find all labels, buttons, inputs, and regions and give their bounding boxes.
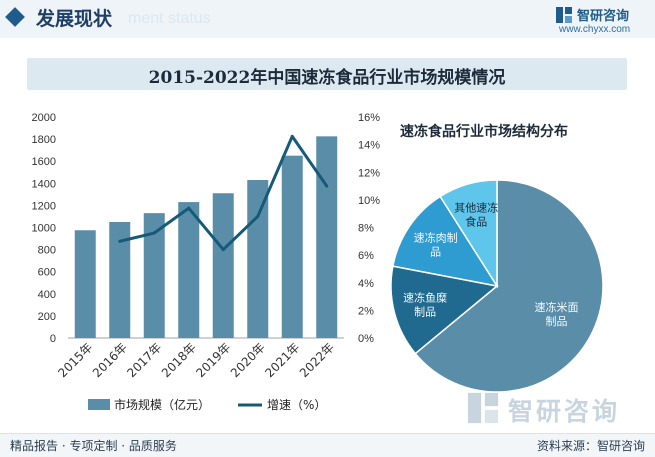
growth-rate-point (152, 231, 156, 235)
y-right-tick-label: 16% (358, 112, 380, 124)
bar-market-size (316, 136, 338, 338)
growth-rate-point (187, 206, 191, 210)
brand-name: 智研咨询 (577, 9, 630, 24)
title-banner: 2015-2022年中国速冻食品行业市场规模情况 (27, 58, 627, 90)
y-left-tick-label: 2000 (32, 112, 56, 124)
growth-rate-point (118, 239, 122, 243)
bar-market-size (247, 179, 269, 338)
section-title: 发展现状 (36, 8, 113, 30)
x-tick-label: 2015年 (55, 340, 95, 380)
legend-line-label: 增速（%） (267, 398, 326, 412)
pie-label-line: 其他速冻 (454, 201, 498, 215)
market-size-combo-chart: 0 200 400 600 800 1000 1200 1400 1600 1800 2000 0% 2… (32, 112, 380, 412)
pie-slice-label: 其他速冻食品 (454, 201, 498, 229)
pie-label-line: 制品 (545, 315, 567, 328)
x-tick-label: 2021年 (262, 340, 302, 380)
y-right-tick-label: 4% (358, 278, 374, 290)
bar-market-size (143, 213, 165, 338)
watermark-logo-icon (467, 392, 499, 424)
header-bar (0, 0, 655, 38)
pie-label-line: 速冻鱼糜 (403, 290, 447, 304)
y-right-tick-label: 6% (358, 250, 374, 262)
x-tick-label: 2022年 (297, 340, 337, 380)
y-right-tick-label: 8% (358, 223, 374, 235)
main-title: 2015-2022年中国速冻食品行业市场规模情况 (148, 68, 506, 88)
x-tick-label: 2018年 (159, 340, 199, 380)
footer-bar: 精品报告 · 专项定制 · 品质服务 资料来源：智研咨询 (0, 433, 655, 457)
pie-slice-label: 速冻鱼糜制品 (403, 290, 447, 318)
y-left-tick-label: 200 (38, 311, 56, 323)
pie-slice (390, 265, 499, 355)
y-left-tick-label: 1400 (32, 178, 56, 190)
pie-slice-label: 速冻米面制品 (534, 300, 578, 328)
y-right-tick-label: 0% (358, 333, 374, 345)
header-watermark: ment status (128, 10, 211, 27)
pie-label-line: 速冻肉制 (414, 230, 458, 244)
y-right-tick-label: 10% (358, 195, 380, 207)
growth-rate-point (221, 248, 225, 252)
pie-label-line: 制品 (414, 305, 436, 318)
pie-slice (392, 195, 499, 288)
pie-slice (414, 179, 604, 393)
pie-slice (439, 179, 498, 289)
y-left-tick-label: 1200 (32, 200, 56, 212)
bar-market-size (109, 221, 131, 338)
bar-market-size (212, 193, 234, 338)
y-right-tick-label: 12% (358, 167, 380, 179)
y-left-tick-label: 600 (38, 267, 56, 279)
y-left-tick-label: 1800 (32, 134, 56, 146)
y-left-tick-label: 400 (38, 289, 56, 301)
growth-rate-point (256, 214, 260, 218)
y-left-tick-label: 0 (50, 333, 56, 345)
bar-market-size (281, 155, 303, 338)
legend-bar-label: 市场规模（亿元） (114, 397, 210, 412)
pie-title: 速冻食品行业市场结构分布 (400, 124, 568, 140)
pie-label-line: 食品 (465, 215, 487, 229)
y-right-tick-label: 2% (358, 305, 374, 317)
x-tick-label: 2019年 (193, 340, 233, 380)
legend-bar-swatch (88, 399, 110, 410)
x-tick-label: 2020年 (228, 340, 268, 380)
bar-market-size (178, 202, 200, 338)
y-left-tick-label: 1600 (32, 156, 56, 168)
footer-tagline: 精品报告 · 专项定制 · 品质服务 (10, 439, 177, 453)
y-left-tick-label: 1000 (32, 223, 56, 235)
x-tick-label: 2016年 (90, 340, 130, 380)
growth-rate-point (290, 134, 294, 138)
watermark-text: 智研咨询 (508, 397, 621, 426)
brand-logo-icon (556, 7, 572, 23)
x-tick-label: 2017年 (124, 340, 164, 380)
growth-rate-point (325, 184, 329, 188)
brand: 智研咨询 www.chyxx.com (555, 5, 651, 39)
y-right-tick-label: 14% (358, 140, 380, 152)
pie-label-line: 品 (430, 245, 441, 258)
y-left-tick-label: 800 (38, 245, 56, 257)
brand-url: www.chyxx.com (559, 24, 631, 35)
pie-slice-label: 速冻肉制品 (414, 230, 458, 258)
bar-market-size (74, 230, 96, 338)
pie-label-line: 速冻米面 (534, 300, 578, 314)
footer-source: 资料来源：智研咨询 (536, 439, 645, 453)
